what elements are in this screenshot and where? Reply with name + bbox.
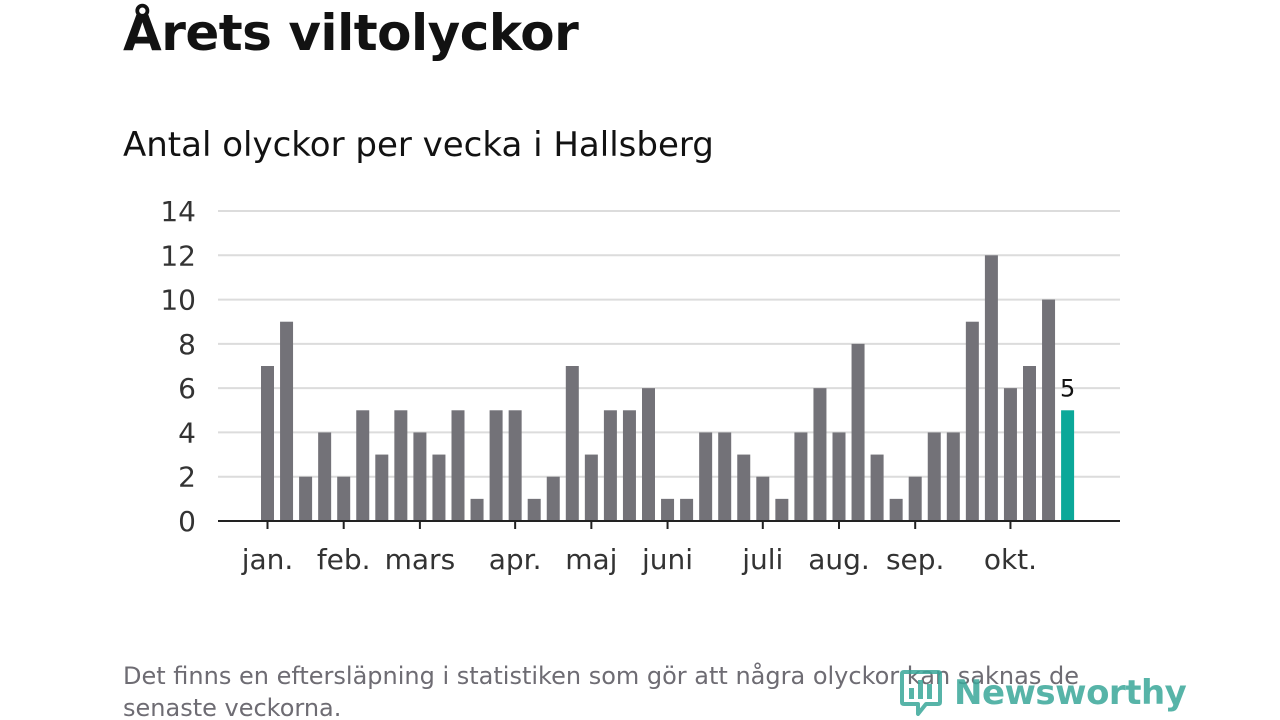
bar [356,410,370,521]
bar [699,432,713,521]
bar [1003,388,1017,521]
bar [470,498,484,521]
x-tick-label: maj [565,543,617,576]
bar [718,432,732,521]
bar-highlight [1061,410,1075,521]
bar [622,410,636,521]
data-label: 5 [1060,374,1075,402]
bar [261,366,274,521]
bar [508,410,522,521]
bar [527,498,541,521]
bar [489,410,503,521]
y-tick-label: 12 [160,239,196,272]
brand-name: Newsworthy [954,673,1187,713]
bar [851,343,865,521]
bar [889,498,903,521]
y-tick-label: 4 [178,416,196,449]
bar [1042,299,1056,521]
gridlines [218,210,1120,478]
y-tick-label: 6 [178,372,196,405]
x-tick-label: apr. [489,543,542,576]
bar [584,454,598,521]
x-axis-tick-labels: jan. feb. mars apr. maj juni juli aug. sep. okt. [241,543,1037,576]
bar [794,432,808,521]
bar [451,410,465,521]
bar [946,432,960,521]
y-axis-tick-labels: 0 2 4 6 8 10 12 14 [160,195,196,538]
chart-title: Årets viltolyckor [123,4,579,62]
x-tick-label: feb. [317,543,371,576]
bar [756,476,770,521]
y-tick-label: 0 [178,505,196,538]
y-tick-label: 10 [160,284,196,317]
y-tick-label: 2 [178,461,196,494]
bar [375,454,389,521]
bar [642,388,655,521]
bar [737,454,751,521]
bar [661,498,675,521]
bar [908,476,922,521]
x-tick-label: okt. [984,543,1037,576]
data-labels: 5 [1060,374,1075,402]
bar [299,476,313,521]
bar [413,432,427,521]
bar [813,388,827,521]
bar [394,410,408,521]
bar-chart-logo-icon [900,670,942,716]
bar [927,432,941,521]
bar [318,432,332,521]
bars [261,255,1075,522]
bar [432,454,446,521]
x-tick-label: aug. [808,543,870,576]
bar [984,255,998,522]
bar [565,366,579,521]
brand-logo: Newsworthy [900,668,1187,718]
x-tick-label: sep. [886,543,945,576]
x-tick-label: mars [385,543,456,576]
bar [280,321,294,521]
bar [832,432,846,521]
y-tick-label: 8 [178,328,196,361]
chart-subtitle: Antal olyckor per vecka i Hallsberg [123,125,714,165]
x-tick-label: juni [641,543,693,576]
bar [775,498,789,521]
bar [870,454,884,521]
bar [337,476,351,521]
x-axis [218,520,1120,529]
y-tick-label: 14 [160,195,196,228]
x-tick-label: juli [741,543,783,576]
bar [965,321,979,521]
bar [546,476,560,521]
bar [680,498,694,521]
x-tick-label: jan. [241,543,294,576]
bar [1023,366,1036,521]
bar [603,410,617,521]
